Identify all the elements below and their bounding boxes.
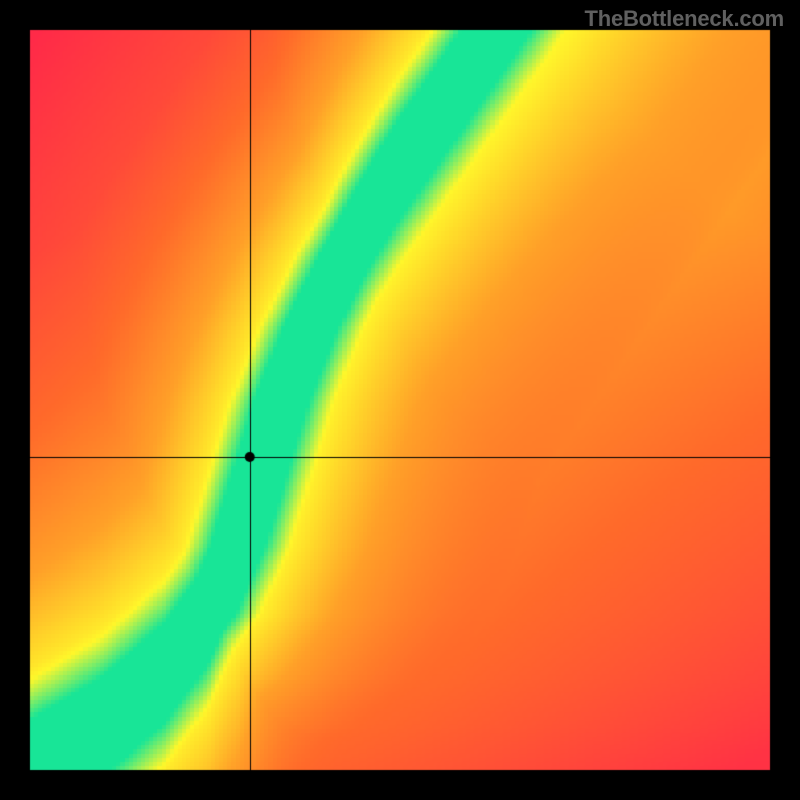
- chart-container: TheBottleneck.com: [0, 0, 800, 800]
- watermark-text: TheBottleneck.com: [584, 6, 784, 32]
- bottleneck-heatmap-canvas: [0, 0, 800, 800]
